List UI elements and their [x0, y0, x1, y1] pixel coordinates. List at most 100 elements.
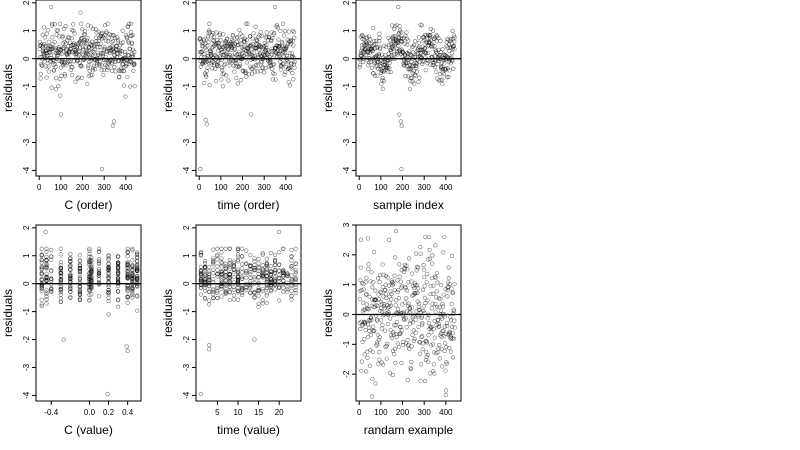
- data-point: [395, 341, 400, 346]
- y-axis-label: residuals: [1, 64, 15, 112]
- data-point: [240, 276, 245, 281]
- y-tick-label: 1: [182, 253, 191, 258]
- data-point: [363, 53, 368, 58]
- data-point: [220, 84, 225, 89]
- data-point: [379, 306, 384, 311]
- data-point: [83, 29, 88, 34]
- data-point: [58, 259, 63, 265]
- data-point: [438, 282, 444, 288]
- data-point: [268, 251, 274, 256]
- data-point: [68, 274, 73, 279]
- data-point: [252, 53, 257, 59]
- data-point: [368, 333, 374, 338]
- data-point: [77, 276, 83, 282]
- chart-panel-5: 5 10 15 20 -4 -3 -2 -1 0 1 2 time (value) residuals: [161, 224, 302, 437]
- data-point: [388, 333, 394, 338]
- data-point: [218, 55, 223, 60]
- data-point: [231, 287, 236, 292]
- plot-frame: [195, 224, 302, 402]
- data-point: [79, 75, 84, 80]
- y-tick-label: 1: [22, 253, 31, 258]
- data-point: [434, 69, 439, 74]
- data-point: [240, 246, 245, 251]
- data-point: [412, 290, 417, 296]
- data-point: [96, 246, 102, 251]
- data-point: [449, 286, 454, 291]
- data-point: [213, 79, 219, 84]
- data-point: [404, 325, 409, 330]
- data-point: [403, 300, 408, 305]
- data-point: [96, 38, 101, 43]
- data-point: [63, 23, 68, 29]
- data-point: [219, 261, 224, 266]
- data-point: [413, 282, 418, 288]
- data-point: [422, 295, 427, 300]
- data-point: [123, 49, 128, 55]
- data-point: [211, 286, 216, 292]
- data-point: [106, 292, 111, 297]
- data-point: [132, 62, 137, 67]
- data-point: [77, 60, 82, 66]
- data-point: [370, 48, 375, 54]
- data-point: [374, 38, 379, 43]
- data-point: [289, 278, 294, 283]
- data-point: [207, 298, 212, 303]
- data-point: [277, 278, 282, 284]
- data-point: [219, 264, 224, 269]
- data-point: [55, 52, 60, 57]
- data-point: [274, 23, 280, 28]
- data-point: [121, 68, 126, 74]
- data-point: [238, 38, 244, 43]
- data-point: [430, 342, 435, 347]
- data-point: [287, 83, 293, 88]
- data-point: [252, 276, 257, 281]
- data-point: [244, 275, 249, 280]
- data-point: [262, 70, 267, 75]
- data-point: [71, 22, 76, 27]
- data-point: [54, 76, 59, 81]
- data-point: [280, 61, 285, 67]
- data-point: [415, 51, 421, 56]
- data-point: [124, 34, 129, 39]
- data-point: [135, 267, 140, 272]
- data-point: [79, 21, 84, 26]
- data-point: [255, 38, 260, 44]
- y-tick-label: 1: [182, 28, 191, 33]
- data-point: [198, 391, 204, 397]
- data-point: [385, 321, 391, 327]
- data-point: [245, 21, 250, 26]
- data-point: [53, 64, 58, 70]
- data-point: [270, 66, 275, 72]
- data-point: [244, 269, 249, 274]
- y-tick-label: -3: [182, 363, 191, 371]
- data-point: [417, 75, 422, 80]
- data-point: [373, 381, 378, 386]
- data-point: [68, 286, 73, 291]
- data-point: [280, 21, 286, 26]
- data-point: [449, 253, 455, 259]
- data-point: [231, 63, 236, 68]
- data-point: [227, 289, 232, 294]
- data-point: [106, 274, 111, 279]
- data-point: [92, 66, 98, 72]
- data-point: [232, 46, 237, 51]
- data-point: [127, 46, 133, 52]
- y-axis-label: residuals: [161, 64, 175, 112]
- data-point: [281, 268, 286, 273]
- data-point: [55, 50, 61, 56]
- data-point: [248, 42, 254, 47]
- data-point: [430, 301, 435, 306]
- data-point: [215, 285, 220, 291]
- data-point: [398, 279, 403, 284]
- data-point: [230, 32, 236, 38]
- data-point: [42, 35, 47, 40]
- data-point: [431, 362, 437, 367]
- data-point: [125, 348, 130, 353]
- data-point: [393, 303, 398, 308]
- data-point: [58, 277, 63, 282]
- data-point: [270, 77, 275, 82]
- data-point: [260, 267, 265, 272]
- data-point: [281, 279, 286, 284]
- data-point: [227, 63, 232, 68]
- data-point: [446, 265, 451, 270]
